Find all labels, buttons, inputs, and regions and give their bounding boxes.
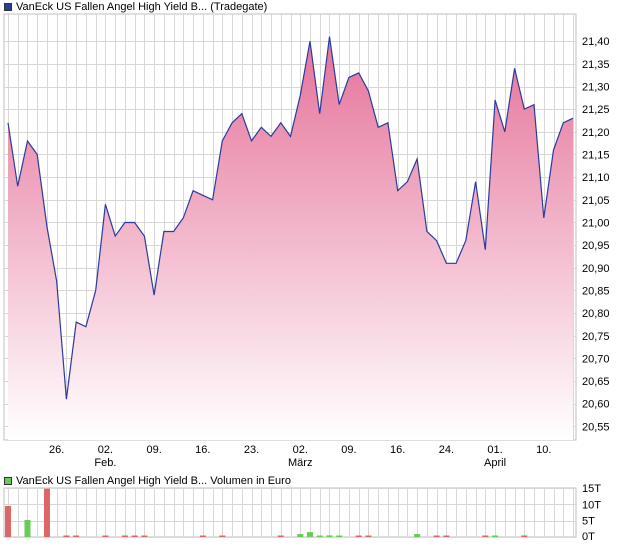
volume-y-axis-tick-label: 5T bbox=[582, 516, 595, 528]
y-axis-tick-label: 21,40 bbox=[582, 36, 610, 48]
volume-legend-swatch bbox=[4, 477, 12, 485]
price-area bbox=[8, 36, 573, 440]
volume-bar bbox=[131, 535, 138, 537]
volume-bar bbox=[492, 535, 499, 537]
volume-bar bbox=[433, 535, 440, 537]
x-axis-tick-label: 09. bbox=[341, 444, 356, 456]
x-axis-tick-label: 16. bbox=[195, 444, 210, 456]
volume-bar bbox=[521, 535, 528, 537]
y-axis-tick-label: 20,75 bbox=[582, 331, 610, 343]
volume-bar bbox=[277, 535, 284, 537]
y-axis-tick-label: 21,20 bbox=[582, 127, 610, 139]
y-axis-tick-label: 21,25 bbox=[582, 104, 610, 116]
volume-bar bbox=[365, 535, 372, 537]
x-axis-tick-label: 02. bbox=[293, 444, 308, 456]
volume-bar bbox=[326, 535, 333, 537]
y-axis-tick-label: 21,30 bbox=[582, 82, 610, 94]
price-legend-swatch bbox=[4, 3, 12, 11]
y-axis-tick-label: 21,00 bbox=[582, 217, 610, 229]
volume-bar bbox=[5, 505, 11, 537]
volume-y-axis-tick-label: 10T bbox=[582, 499, 601, 511]
volume-bar bbox=[306, 532, 313, 537]
x-axis-month-label: März bbox=[288, 457, 312, 469]
volume-bar bbox=[121, 535, 128, 537]
x-axis-tick-label: 01. bbox=[487, 444, 502, 456]
x-axis-tick-label: 24. bbox=[439, 444, 454, 456]
volume-bar bbox=[443, 535, 450, 537]
y-axis-tick-label: 20,85 bbox=[582, 285, 610, 297]
y-axis-tick-label: 20,55 bbox=[582, 421, 610, 433]
volume-y-axis-tick-label: 15T bbox=[582, 483, 601, 495]
x-axis-tick-label: 23. bbox=[244, 444, 259, 456]
volume-bar bbox=[73, 535, 80, 537]
volume-chart-legend: VanEck US Fallen Angel High Yield B... V… bbox=[4, 475, 291, 487]
price-line bbox=[7, 36, 574, 400]
x-axis-tick-label: 09. bbox=[146, 444, 161, 456]
volume-y-axis-tick-label: 0T bbox=[582, 531, 595, 543]
x-axis-tick-label: 26. bbox=[49, 444, 64, 456]
volume-bar bbox=[414, 534, 421, 537]
y-axis-tick-label: 21,15 bbox=[582, 149, 610, 161]
volume-bar bbox=[297, 534, 304, 537]
volume-bar bbox=[43, 488, 50, 537]
x-axis-month-label: April bbox=[484, 457, 506, 469]
price-chart-legend: VanEck US Fallen Angel High Yield B... (… bbox=[4, 1, 267, 13]
volume-bar bbox=[482, 535, 489, 537]
x-axis-month-label: Feb. bbox=[94, 457, 116, 469]
volume-bar bbox=[102, 535, 109, 537]
y-axis-tick-label: 21,10 bbox=[582, 172, 610, 184]
y-axis-tick-label: 20,60 bbox=[582, 399, 610, 411]
y-axis-tick-label: 21,05 bbox=[582, 195, 610, 207]
volume-grid bbox=[4, 488, 576, 538]
x-axis-tick-label: 10. bbox=[536, 444, 551, 456]
volume-bar bbox=[63, 535, 70, 537]
volume-bar bbox=[355, 535, 362, 537]
volume-chart-title: VanEck US Fallen Angel High Yield B... V… bbox=[16, 475, 291, 487]
volume-bar bbox=[199, 535, 206, 537]
x-axis-tick-label: 02. bbox=[98, 444, 113, 456]
volume-plot-area bbox=[3, 487, 577, 538]
volume-bar bbox=[336, 535, 343, 537]
y-axis-tick-label: 20,65 bbox=[582, 376, 610, 388]
volume-bar bbox=[24, 520, 31, 537]
volume-bar bbox=[219, 535, 226, 537]
y-axis-tick-label: 20,90 bbox=[582, 263, 610, 275]
y-axis-tick-label: 21,35 bbox=[582, 59, 610, 71]
x-axis-tick-label: 16. bbox=[390, 444, 405, 456]
y-axis-tick-label: 20,70 bbox=[582, 353, 610, 365]
y-axis-tick-label: 20,95 bbox=[582, 240, 610, 252]
y-axis-tick-label: 20,80 bbox=[582, 308, 610, 320]
volume-bar bbox=[141, 535, 148, 537]
price-chart-title: VanEck US Fallen Angel High Yield B... (… bbox=[16, 1, 268, 13]
volume-bar bbox=[316, 535, 323, 537]
